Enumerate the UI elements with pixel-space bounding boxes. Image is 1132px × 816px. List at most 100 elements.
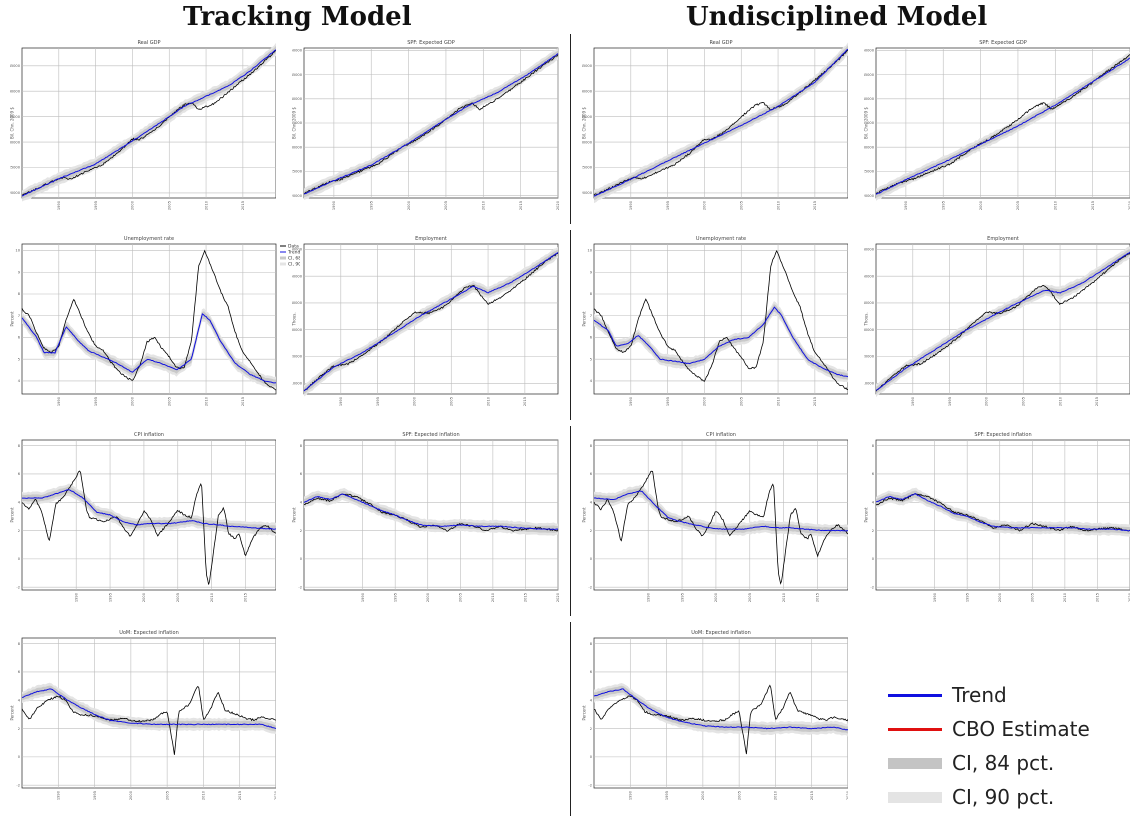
track-cpi-ci-68-band [22,486,276,533]
track-spf-inflation-ytick-label: 4 [300,500,303,504]
track-spf-inflation-svg: SPF: Expected inflation -2 0 2 4 6 8 1990 1995 20… [292,432,560,602]
undisc-real-gdp-xtick-label: 1990 [629,200,633,210]
track-spf-inflation-plot-frame [303,439,559,591]
undisc-unemployment-ytick-label: 10 [587,249,592,253]
track-cpi-xtick-label: 2005 [176,593,180,602]
undisc-real-gdp-xtick-label: 1995 [666,201,670,210]
tracking-model-title: Tracking Model [183,2,412,32]
track-spf-gdp-xtick-label: 2010 [481,200,485,210]
track-cpi-ytick-label: 8 [18,444,21,448]
undisc-employment-ci-90-band [876,246,1130,398]
track-spf-inflation-ytick-label: 0 [300,557,303,561]
undisc-uom-inflation-ytick-label: -2 [588,783,592,787]
track-cpi-svg: CPI inflation -2 0 2 4 6 8 1990 1995 2000 2005 2010… [10,432,276,602]
undisc-spf-gdp-ytick-label: 30000 [864,145,875,149]
track-unemployment-panel: Unemployment rate 4 5 6 7 8 9 10 1990 1995 2000 200… [10,232,300,420]
undisc-employment-data-line [875,252,1130,392]
legend-swatch-ci84 [888,757,942,769]
undisc-cpi-xtick-label: 2015 [816,593,820,602]
undisc-spf-gdp-ytick-label: 40000 [864,97,875,101]
undisc-real-gdp-ytick-label: 25000 [582,166,593,170]
undisc-cpi-ytick-label: 8 [590,444,593,448]
undisc-real-gdp-trend-line [593,48,848,197]
undisc-uom-inflation-trend-line [593,688,848,731]
undisc-employment-ytick-label: 120000 [864,355,875,359]
undisc-cpi-xtick-label: 1995 [680,593,684,602]
track-spf-gdp-xtick-label: 1990 [332,200,336,210]
divider-2 [570,230,571,420]
track-cpi-plot-frame [21,439,276,591]
undisc-employment-ytick-label: 150000 [864,274,875,278]
undisc-employment-trend-line [875,251,1130,391]
legend-label-ci90: CI, 90 pct. [952,785,1055,809]
track-spf-gdp-xtick-label: 2020 [556,200,560,210]
legend-label-cbo: CBO Estimate [952,717,1090,741]
undisc-unemployment-ylabel: Percent [582,311,587,326]
track-real-gdp-xtick-label: 1995 [94,201,98,210]
undisc-spf-inflation-panel: SPF: Expected inflation -2 0 2 4 6 8 1990 1995 20… [864,428,1130,616]
track-real-gdp-xtick-label: 2015 [241,201,245,210]
track-employment-ytick-label: 130000 [292,328,303,332]
undisc-spf-gdp-xtick-label: 2005 [1016,201,1020,210]
track-uom-inflation-svg: UoM: Expected inflation -2 0 2 4 6 8 1990 1995 20… [10,630,276,800]
track-spf-gdp-ci-90-band [304,47,558,200]
undisc-cpi-ylabel: Percent [582,507,587,522]
undisc-spf-gdp-ytick-label: 25000 [864,170,875,174]
undisc-cpi-ytick-label: 4 [590,500,593,504]
undisc-real-gdp-xtick-label: 2000 [703,200,707,210]
track-employment-ytick-label: 160000 [292,248,303,252]
undisc-cpi-title: CPI inflation [706,432,736,438]
undisc-spf-inflation-ytick-label: 2 [872,529,874,533]
track-cpi-xtick-label: 1995 [108,593,112,602]
track-spf-gdp-xtick-label: 2015 [519,201,523,210]
undisc-unemployment-ytick-label: 8 [590,292,593,296]
track-employment-xtick-label: 2000 [413,396,417,406]
track-spf-inflation-panel: SPF: Expected inflation -2 0 2 4 6 8 1990 1995 20… [292,428,570,616]
undisc-uom-inflation-xtick-label: 2000 [701,790,705,800]
legend-swatch-trend [888,693,942,697]
undisc-spf-inflation-ytick-label: -2 [870,585,874,589]
track-uom-inflation-ci-90-band [22,682,276,735]
legend-swatch-cbo [888,727,942,731]
undisc-uom-inflation-panel: UoM: Expected inflation -2 0 2 4 6 8 1990 1995 20… [582,626,848,814]
undisc-spf-inflation-ytick-label: 8 [872,444,875,448]
track-uom-inflation-xtick-label: 2010 [202,790,206,800]
track-unemployment-ytick-label: 5 [18,357,20,361]
undisc-unemployment-xtick-label: 1995 [666,397,670,406]
undisc-spf-inflation-trend-line [875,493,1130,532]
track-spf-gdp-xtick-label: 1995 [369,201,373,210]
track-unemployment-title: Unemployment rate [124,236,174,242]
undisc-cpi-ytick-label: -2 [588,585,592,589]
track-spf-gdp-xtick-label: 2005 [444,201,448,210]
undisc-employment-ytick-label: 130000 [864,328,875,332]
undisc-uom-inflation-ytick-label: 4 [590,698,593,702]
track-uom-inflation-xtick-label: 2005 [165,791,169,800]
legend-item-cbo: CBO Estimate [888,712,1128,746]
undisc-employment-xtick-label: 1990 [911,396,915,406]
undisc-unemployment-ytick-label: 5 [590,357,592,361]
track-unemployment-xtick-label: 2015 [241,397,245,406]
track-real-gdp-title: Real GDP [137,40,160,46]
undisc-spf-gdp-ytick-label: 20000 [864,194,875,198]
undisc-real-gdp-svg: Real GDP 20000 25000 30000 35000 40000 45000 19… [582,40,848,210]
undisc-uom-inflation-xtick-label: 2020 [846,790,848,800]
undisc-unemployment-ytick-label: 7 [590,314,592,318]
track-spf-inflation-ylabel: Percent [292,507,297,522]
undisc-real-gdp-ytick-label: 40000 [582,89,593,93]
undisc-employment-xtick-label: 1995 [948,397,952,406]
track-uom-inflation-data-line [21,685,276,755]
track-cpi-xtick-label: 2015 [244,593,248,602]
undisc-unemployment-plot-frame [593,243,848,395]
undisc-spf-gdp-xtick-label: 2010 [1053,200,1057,210]
undisc-employment-title: Employment [987,236,1019,242]
undisc-real-gdp-xtick-label: 2010 [776,200,780,210]
undisc-employment-xtick-label: 2000 [985,396,989,406]
divider-top [570,34,571,224]
undisc-cpi-xtick-label: 2010 [782,592,786,602]
legend-item-ci90: CI, 90 pct. [888,780,1128,814]
track-real-gdp-xtick-label: 2005 [167,201,171,210]
track-spf-gdp-trend-line [303,53,559,195]
track-unemployment-xtick-label: 2010 [204,396,208,406]
undisc-spf-gdp-xtick-label: 2020 [1128,200,1130,210]
